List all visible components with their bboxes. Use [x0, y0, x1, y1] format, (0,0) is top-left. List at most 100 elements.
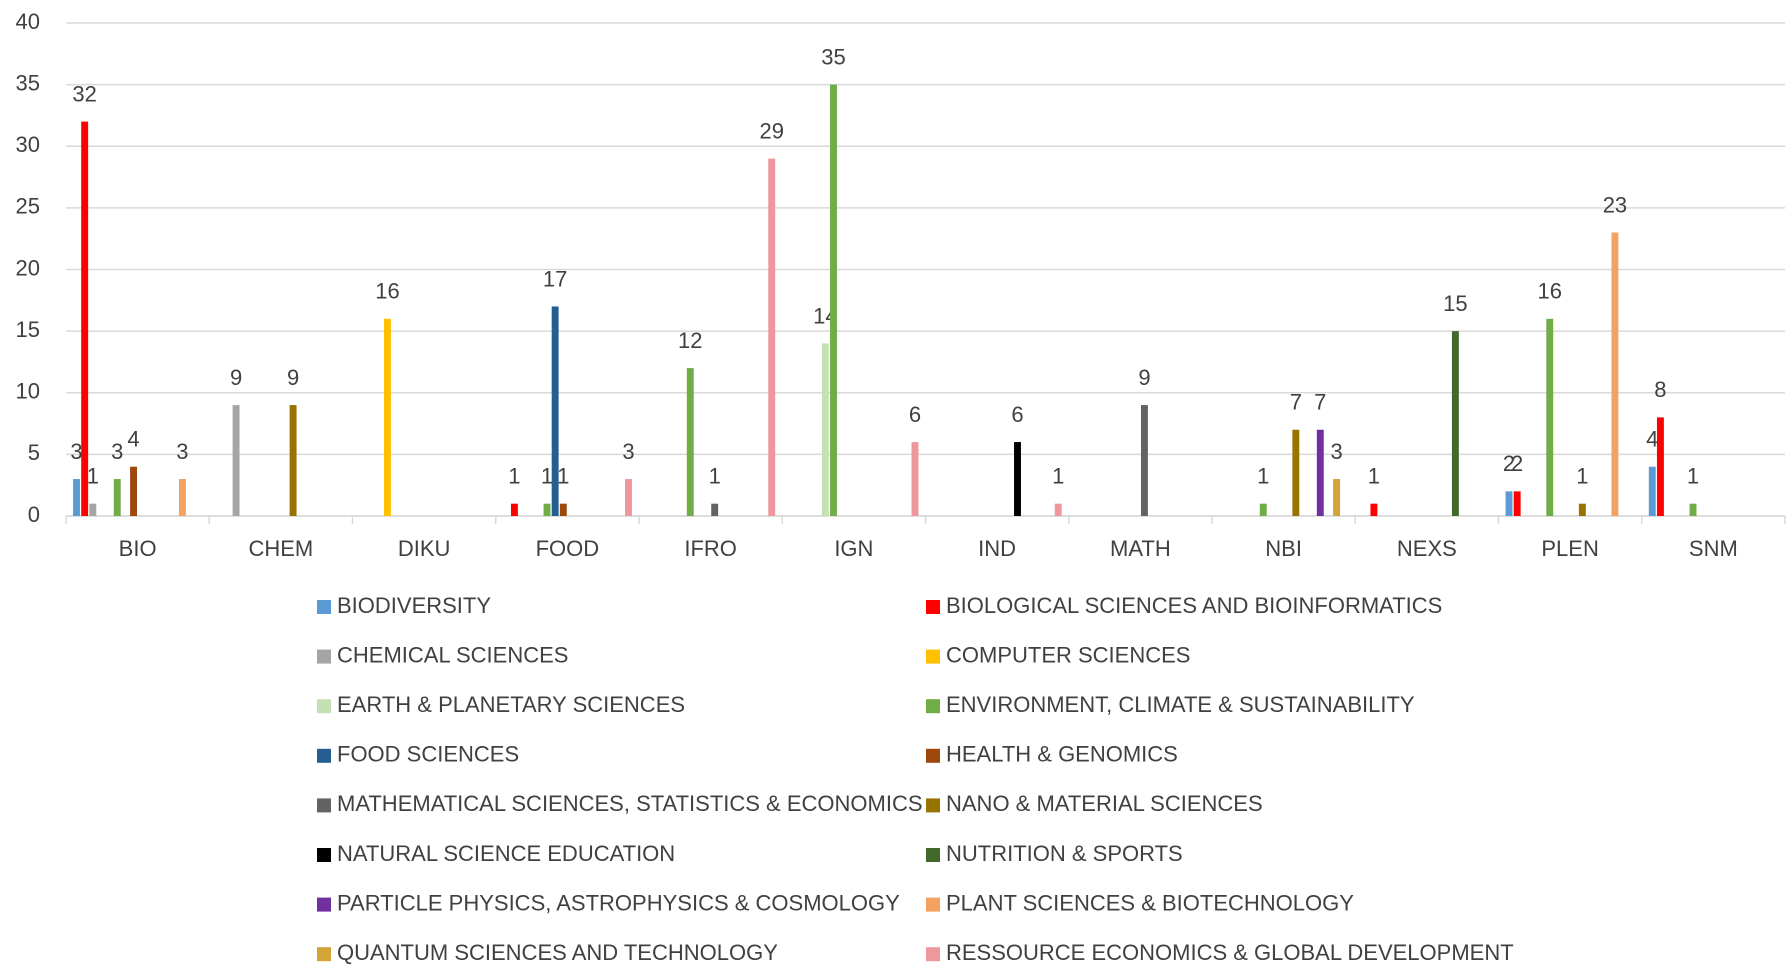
legend-label: EARTH & PLANETARY SCIENCES — [337, 692, 685, 717]
y-tick-label: 5 — [28, 440, 40, 465]
bar — [1648, 466, 1656, 516]
legend-swatch — [926, 848, 940, 862]
data-label: 1 — [87, 463, 99, 488]
bar — [232, 405, 240, 516]
data-label: 1 — [557, 463, 569, 488]
data-label: 1 — [541, 463, 553, 488]
legend-swatch — [317, 699, 331, 714]
bar — [1333, 479, 1341, 516]
legend-swatch — [317, 848, 331, 862]
bar — [1689, 503, 1697, 516]
bar — [1259, 503, 1267, 516]
y-tick-label: 25 — [16, 194, 40, 219]
bar — [289, 405, 297, 516]
legend-swatch — [317, 649, 331, 664]
legend-swatch — [317, 748, 331, 763]
data-label: 1 — [1576, 463, 1588, 488]
bar — [559, 503, 567, 516]
y-tick-label: 10 — [16, 379, 40, 404]
data-label: 15 — [1443, 291, 1467, 316]
data-label: 3 — [111, 439, 123, 464]
data-label: 23 — [1603, 192, 1627, 217]
data-label: 2 — [1503, 451, 1515, 476]
bar — [510, 503, 518, 516]
x-tick-label: IFRO — [684, 536, 737, 561]
bar — [1451, 331, 1459, 516]
data-label: 3 — [176, 439, 188, 464]
data-label: 35 — [821, 44, 845, 69]
legend-label: NUTRITION & SPORTS — [946, 841, 1183, 866]
legend-swatch — [926, 649, 940, 664]
data-label: 1 — [1368, 463, 1380, 488]
bar — [1014, 442, 1021, 516]
data-label: 1 — [508, 463, 520, 488]
legend-swatch — [317, 947, 331, 962]
legend-label: HEALTH & GENOMICS — [946, 742, 1178, 767]
x-tick-label: PLEN — [1541, 536, 1598, 561]
data-label: 4 — [1646, 427, 1658, 452]
legend-label: NANO & MATERIAL SCIENCES — [946, 791, 1263, 816]
bar — [1140, 405, 1148, 516]
bar — [625, 479, 632, 516]
data-label: 32 — [72, 81, 96, 106]
data-label: 6 — [1011, 402, 1023, 427]
data-label: 7 — [1314, 390, 1326, 415]
bar — [1546, 318, 1554, 516]
legend-swatch — [926, 748, 940, 763]
bar — [81, 121, 89, 516]
bar — [1611, 232, 1619, 516]
bar — [543, 503, 551, 516]
bar — [1370, 503, 1378, 516]
bar — [1656, 417, 1664, 516]
legend-label: PLANT SCIENCES & BIOTECHNOLOGY — [946, 890, 1354, 915]
data-label: 3 — [622, 439, 634, 464]
y-tick-label: 30 — [16, 132, 40, 157]
data-label: 4 — [127, 427, 139, 452]
x-tick-label: SNM — [1689, 536, 1738, 561]
y-tick-label: 20 — [16, 255, 40, 280]
data-label: 29 — [759, 118, 783, 143]
data-label: 7 — [1290, 390, 1302, 415]
data-label: 2 — [1511, 451, 1523, 476]
data-label: 9 — [230, 365, 242, 390]
x-tick-label: IND — [978, 536, 1016, 561]
data-label: 1 — [1257, 463, 1269, 488]
bar — [551, 306, 559, 516]
x-tick-label: BIO — [119, 536, 157, 561]
x-tick-label: FOOD — [536, 536, 600, 561]
bar — [178, 479, 186, 516]
legend-swatch — [926, 600, 940, 614]
bar — [911, 442, 919, 516]
bar — [383, 318, 391, 516]
y-tick-label: 40 — [16, 9, 40, 34]
y-tick-label: 15 — [16, 317, 40, 342]
bar — [1054, 503, 1062, 516]
legend-swatch — [317, 897, 331, 912]
legend-label: CHEMICAL SCIENCES — [337, 642, 568, 667]
data-label: 1 — [1052, 463, 1064, 488]
bar — [830, 84, 837, 516]
bar — [73, 479, 80, 516]
legend-label: RESSOURCE ECONOMICS & GLOBAL DEVELOPMENT — [946, 940, 1514, 965]
legend-label: PARTICLE PHYSICS, ASTROPHYSICS & COSMOLO… — [337, 890, 900, 915]
legend-label: FOOD SCIENCES — [337, 742, 519, 767]
data-label: 8 — [1654, 377, 1666, 402]
x-tick-label: CHEM — [248, 536, 313, 561]
data-label: 16 — [1538, 279, 1562, 304]
data-label: 9 — [1138, 365, 1150, 390]
bar — [821, 343, 829, 516]
bar — [1292, 429, 1300, 516]
data-label: 3 — [70, 439, 82, 464]
y-tick-label: 35 — [16, 70, 40, 95]
legend-swatch — [926, 798, 940, 813]
legend-label: QUANTUM SCIENCES AND TECHNOLOGY — [337, 940, 778, 965]
bar — [89, 503, 97, 516]
bar — [1513, 491, 1521, 516]
x-tick-label: MATH — [1110, 536, 1171, 561]
data-label: 1 — [1687, 463, 1699, 488]
legend-swatch — [926, 897, 940, 912]
y-tick-label: 0 — [28, 502, 40, 527]
bar — [768, 158, 776, 516]
data-label: 16 — [375, 279, 399, 304]
legend-label: BIODIVERSITY — [337, 593, 491, 618]
